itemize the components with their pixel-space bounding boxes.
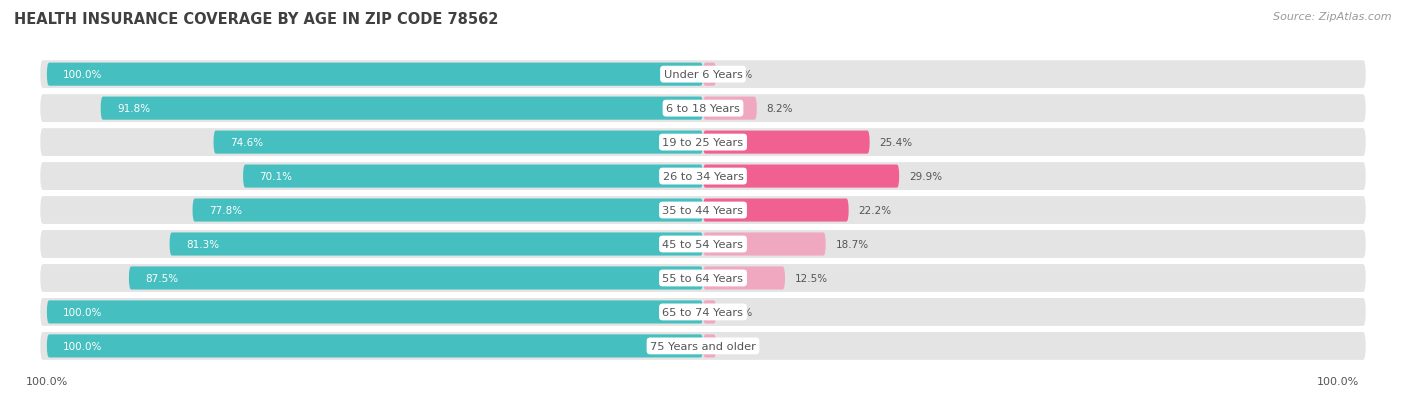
Text: HEALTH INSURANCE COVERAGE BY AGE IN ZIP CODE 78562: HEALTH INSURANCE COVERAGE BY AGE IN ZIP … (14, 12, 499, 27)
Text: 22.2%: 22.2% (859, 206, 891, 216)
Text: 100.0%: 100.0% (63, 341, 103, 351)
Text: 100.0%: 100.0% (25, 377, 67, 387)
Text: 8.2%: 8.2% (766, 104, 793, 114)
Text: 91.8%: 91.8% (117, 104, 150, 114)
FancyBboxPatch shape (703, 165, 900, 188)
Text: 12.5%: 12.5% (794, 273, 828, 283)
FancyBboxPatch shape (703, 335, 716, 358)
FancyBboxPatch shape (41, 95, 1365, 123)
FancyBboxPatch shape (703, 267, 785, 290)
Text: 25.4%: 25.4% (880, 138, 912, 148)
FancyBboxPatch shape (41, 129, 1365, 157)
FancyBboxPatch shape (41, 332, 1365, 360)
Text: 0.0%: 0.0% (725, 70, 752, 80)
FancyBboxPatch shape (703, 131, 870, 154)
FancyBboxPatch shape (41, 163, 1365, 190)
Text: 100.0%: 100.0% (63, 307, 103, 317)
Text: 75 Years and older: 75 Years and older (650, 341, 756, 351)
Text: 65 to 74 Years: 65 to 74 Years (662, 307, 744, 317)
FancyBboxPatch shape (703, 233, 825, 256)
FancyBboxPatch shape (193, 199, 703, 222)
FancyBboxPatch shape (41, 61, 1365, 89)
Text: Source: ZipAtlas.com: Source: ZipAtlas.com (1274, 12, 1392, 22)
Text: 6 to 18 Years: 6 to 18 Years (666, 104, 740, 114)
Text: 0.0%: 0.0% (725, 341, 752, 351)
Text: 29.9%: 29.9% (910, 172, 942, 182)
FancyBboxPatch shape (703, 301, 716, 324)
Text: 45 to 54 Years: 45 to 54 Years (662, 240, 744, 249)
FancyBboxPatch shape (41, 298, 1365, 326)
FancyBboxPatch shape (46, 301, 703, 324)
Text: 35 to 44 Years: 35 to 44 Years (662, 206, 744, 216)
Text: 0.0%: 0.0% (725, 307, 752, 317)
Text: 74.6%: 74.6% (231, 138, 263, 148)
Text: 100.0%: 100.0% (1317, 377, 1360, 387)
FancyBboxPatch shape (703, 97, 756, 120)
FancyBboxPatch shape (46, 64, 703, 86)
FancyBboxPatch shape (101, 97, 703, 120)
Text: 55 to 64 Years: 55 to 64 Years (662, 273, 744, 283)
Text: Under 6 Years: Under 6 Years (664, 70, 742, 80)
Text: 26 to 34 Years: 26 to 34 Years (662, 172, 744, 182)
Text: 70.1%: 70.1% (260, 172, 292, 182)
Text: 77.8%: 77.8% (209, 206, 242, 216)
Text: 81.3%: 81.3% (186, 240, 219, 249)
FancyBboxPatch shape (41, 197, 1365, 224)
Text: 18.7%: 18.7% (835, 240, 869, 249)
FancyBboxPatch shape (214, 131, 703, 154)
FancyBboxPatch shape (703, 64, 716, 86)
FancyBboxPatch shape (129, 267, 703, 290)
FancyBboxPatch shape (703, 199, 849, 222)
Text: 19 to 25 Years: 19 to 25 Years (662, 138, 744, 148)
FancyBboxPatch shape (41, 230, 1365, 258)
FancyBboxPatch shape (243, 165, 703, 188)
FancyBboxPatch shape (170, 233, 703, 256)
FancyBboxPatch shape (41, 264, 1365, 292)
FancyBboxPatch shape (46, 335, 703, 358)
Text: 100.0%: 100.0% (63, 70, 103, 80)
Text: 87.5%: 87.5% (145, 273, 179, 283)
